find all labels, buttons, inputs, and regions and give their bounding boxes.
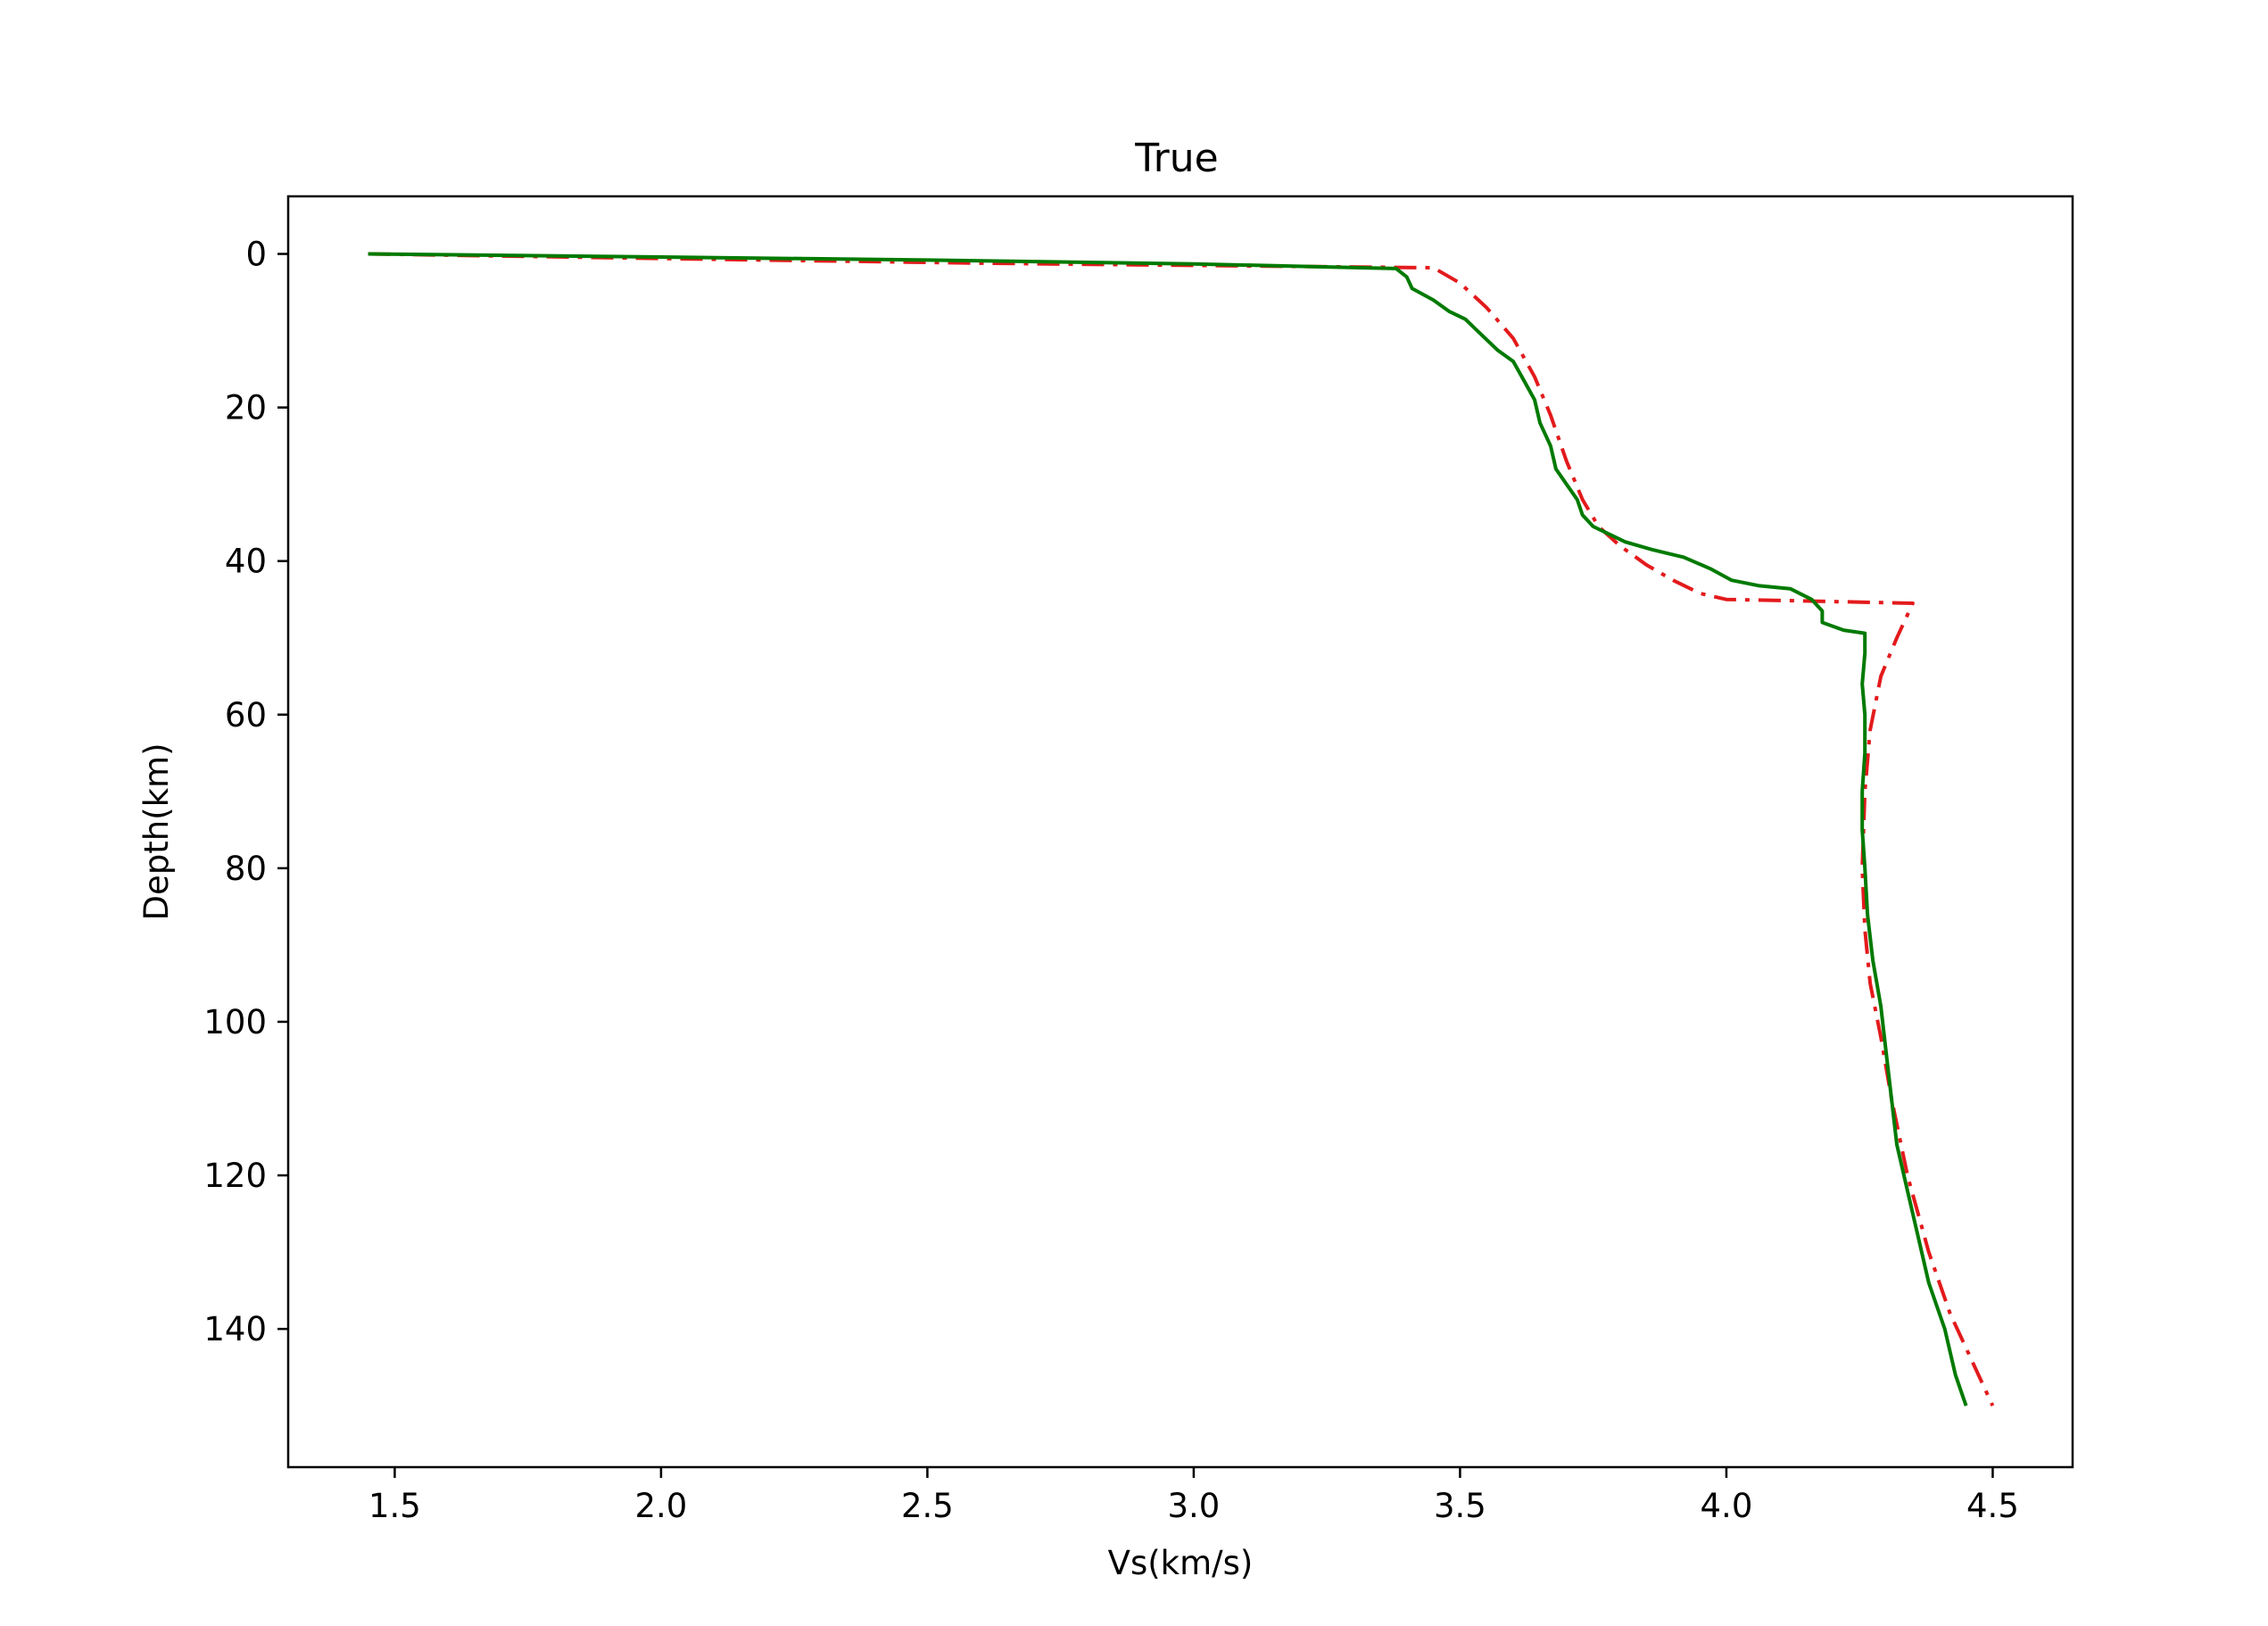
solid-series-line — [368, 252, 1968, 1406]
x-tick-label: 4.0 — [1701, 1487, 1753, 1525]
y-tick-label: 100 — [203, 1003, 267, 1041]
y-axis: 0 20 40 60 80 100 120 140 — [203, 236, 288, 1348]
axes-frame — [286, 195, 2074, 1469]
y-tick-label: 60 — [225, 696, 267, 734]
y-axis-label: Depth(km) — [137, 742, 176, 920]
plot-area — [286, 195, 2074, 1469]
x-tick-label: 3.0 — [1168, 1487, 1221, 1525]
x-tick-label: 4.5 — [1966, 1487, 2019, 1525]
x-axis-label: Vs(km/s) — [1108, 1544, 1254, 1582]
y-tick-label: 0 — [245, 236, 267, 274]
x-tick-label: 2.5 — [901, 1487, 954, 1525]
y-tick-label: 120 — [203, 1157, 267, 1195]
x-tick-label: 3.5 — [1434, 1487, 1486, 1525]
y-tick-label: 140 — [203, 1310, 267, 1348]
chart-title: True — [1134, 136, 1218, 181]
y-tick-label: 80 — [225, 850, 267, 888]
x-tick-label: 2.0 — [634, 1487, 687, 1525]
series-layer — [368, 252, 1995, 1407]
y-tick-label: 20 — [225, 389, 267, 427]
x-tick-label: 1.5 — [368, 1487, 421, 1525]
x-axis: 1.5 2.0 2.5 3.0 3.5 4.0 4.5 — [368, 1467, 2019, 1525]
y-tick-label: 40 — [225, 543, 267, 581]
